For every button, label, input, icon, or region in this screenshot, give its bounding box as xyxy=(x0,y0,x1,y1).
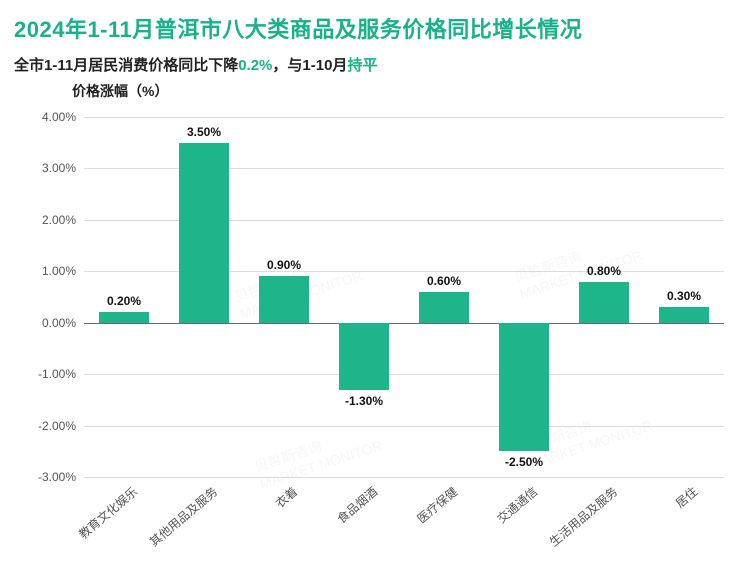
bar-value-label: 0.60% xyxy=(427,274,461,288)
y-tick-label: 2.00% xyxy=(42,213,84,227)
y-tick-label: -2.00% xyxy=(38,419,84,433)
zero-axis xyxy=(84,323,724,324)
bar xyxy=(579,282,629,323)
y-tick-label: -3.00% xyxy=(38,470,84,484)
bar xyxy=(419,292,469,323)
y-axis-title: 价格涨幅（%） xyxy=(72,81,727,101)
subtitle-highlight-1: 0.2% xyxy=(238,57,272,74)
y-tick-label: 0.00% xyxy=(42,316,84,330)
x-tick-label: 交通通信 xyxy=(493,483,541,527)
y-tick-label: 3.00% xyxy=(42,161,84,175)
subtitle-mid: ，与1-10月 xyxy=(272,57,347,74)
chart-title: 2024年1-11月普洱市八大类商品及服务价格同比增长情况 xyxy=(14,12,727,44)
bar xyxy=(99,312,149,322)
bar-value-label: 0.20% xyxy=(107,294,141,308)
bar-value-label: 0.30% xyxy=(667,289,701,303)
bar xyxy=(179,143,229,323)
x-axis-labels: 教育文化娱乐其他用品及服务衣着食品烟酒医疗保健交通通信生活用品及服务居住 xyxy=(84,483,724,573)
subtitle-prefix: 全市1-11月居民消费价格同比下降 xyxy=(14,57,238,74)
bar xyxy=(259,276,309,322)
bar xyxy=(659,307,709,322)
x-tick-label: 教育文化娱乐 xyxy=(75,483,141,542)
bar-value-label: -2.50% xyxy=(505,455,543,469)
gridline xyxy=(84,426,724,427)
plot-area: -3.00%-2.00%-1.00%0.00%1.00%2.00%3.00%4.… xyxy=(84,117,724,477)
gridline xyxy=(84,117,724,118)
subtitle-highlight-2: 持平 xyxy=(347,57,377,74)
x-tick-label: 其他用品及服务 xyxy=(146,483,221,550)
y-tick-label: 4.00% xyxy=(42,110,84,124)
bar-value-label: -1.30% xyxy=(345,394,383,408)
x-tick-label: 衣着 xyxy=(272,483,301,511)
x-tick-label: 食品烟酒 xyxy=(333,483,381,527)
bar-value-label: 3.50% xyxy=(187,125,221,139)
bar-value-label: 0.90% xyxy=(267,258,301,272)
bar xyxy=(339,323,389,390)
chart-subtitle: 全市1-11月居民消费价格同比下降0.2%，与1-10月持平 xyxy=(14,54,727,75)
x-tick-label: 居住 xyxy=(672,483,701,511)
gridline xyxy=(84,477,724,478)
watermark: 贝哲斯咨询MARKET MONITOR xyxy=(252,418,385,492)
y-tick-label: 1.00% xyxy=(42,264,84,278)
x-tick-label: 生活用品及服务 xyxy=(546,483,621,550)
bar xyxy=(499,323,549,452)
bar-value-label: 0.80% xyxy=(587,264,621,278)
y-tick-label: -1.00% xyxy=(38,367,84,381)
chart-container: 2024年1-11月普洱市八大类商品及服务价格同比增长情况 全市1-11月居民消… xyxy=(0,0,741,580)
chart-area: -3.00% -2.00% -1.00% 0.00% 1.00% 2.00% 3.00% 4.… xyxy=(14,109,727,579)
x-tick-label: 医疗保健 xyxy=(413,483,461,527)
gridline xyxy=(84,374,724,375)
